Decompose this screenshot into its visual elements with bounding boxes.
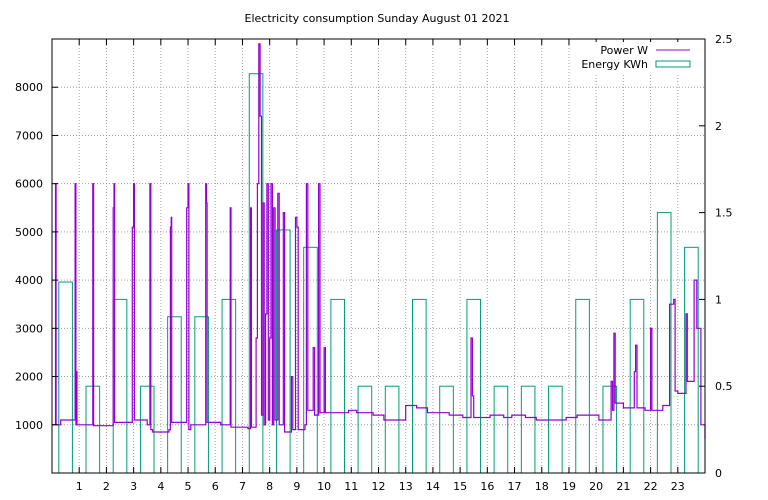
power-series	[52, 43, 706, 440]
y-right-tick-label: 0	[715, 467, 722, 480]
x-tick-label: 21	[616, 480, 630, 493]
energy-box	[412, 298, 427, 474]
x-tick-label: 9	[293, 480, 300, 493]
grid	[52, 39, 705, 473]
y-left-tick-label: 7000	[15, 129, 43, 142]
y-left-tick-label: 1000	[15, 419, 43, 432]
y-left-tick-label: 8000	[15, 81, 43, 94]
y-right-tick-label: 1.5	[715, 207, 733, 220]
energy-box	[493, 385, 509, 474]
x-tick-label: 20	[589, 480, 603, 493]
x-tick-label: 7	[239, 480, 246, 493]
x-tick-label: 15	[453, 480, 467, 493]
energy-box	[575, 298, 590, 474]
x-tick-label: 19	[562, 480, 576, 493]
y-left-tick-label: 3000	[15, 322, 43, 335]
energy-box	[439, 385, 454, 474]
y-left-tick-label: 4000	[15, 274, 43, 287]
energy-box	[58, 281, 73, 474]
legend-label-power: Power W	[600, 44, 648, 57]
x-tick-label: 12	[372, 480, 386, 493]
energy-box	[357, 385, 373, 474]
legend-label-energy: Energy KWh	[581, 58, 648, 71]
x-tick-label: 1	[76, 480, 83, 493]
y-right-tick-label: 1	[715, 293, 722, 306]
y-right-tick-label: 2	[715, 120, 722, 133]
legend-swatch-energy	[655, 60, 691, 68]
energy-box	[520, 385, 536, 474]
x-tick-label: 10	[317, 480, 331, 493]
energy-box	[221, 298, 237, 474]
power-line-path	[52, 43, 706, 440]
y-right-tick-label: 0.5	[715, 380, 733, 393]
x-axis: 1 2 3 4 5 6 7 8 9 10 11 12 13 14 15 16 17 18 19 20 21 22 23	[76, 39, 685, 493]
x-tick-label: 3	[130, 480, 137, 493]
y-left-tick-label: 5000	[15, 226, 43, 239]
energy-box	[384, 385, 400, 474]
x-tick-label: 13	[399, 480, 413, 493]
x-tick-label: 2	[103, 480, 110, 493]
x-tick-label: 5	[185, 480, 192, 493]
x-tick-label: 8	[266, 480, 273, 493]
energy-box	[194, 316, 209, 474]
x-tick-label: 4	[157, 480, 164, 493]
energy-box	[303, 246, 318, 474]
x-tick-label: 18	[535, 480, 549, 493]
x-tick-label: 16	[480, 480, 494, 493]
left-y-axis: 1000 2000 3000 4000 5000 6000 7000 8000	[15, 81, 58, 432]
x-tick-label: 22	[644, 480, 658, 493]
y-left-tick-label: 2000	[15, 371, 43, 384]
energy-box	[548, 385, 563, 474]
legend: Power W Energy KWh	[580, 42, 700, 74]
y-left-tick-label: 6000	[15, 178, 43, 191]
x-tick-label: 6	[212, 480, 219, 493]
energy-box	[167, 316, 182, 474]
energy-box	[602, 385, 618, 474]
energy-box	[330, 298, 345, 474]
x-tick-label: 11	[344, 480, 358, 493]
energy-box	[656, 212, 672, 474]
right-y-axis: 0 0.5 1 1.5 2 2.5	[699, 33, 733, 480]
energy-box	[684, 246, 699, 474]
chart-title: Electricity consumption Sunday August 01…	[245, 12, 510, 25]
x-tick-label: 23	[671, 480, 685, 493]
energy-box	[466, 298, 482, 474]
energy-box	[112, 298, 128, 474]
y-right-tick-label: 2.5	[715, 33, 733, 46]
x-tick-label: 14	[426, 480, 440, 493]
x-tick-label: 17	[508, 480, 522, 493]
